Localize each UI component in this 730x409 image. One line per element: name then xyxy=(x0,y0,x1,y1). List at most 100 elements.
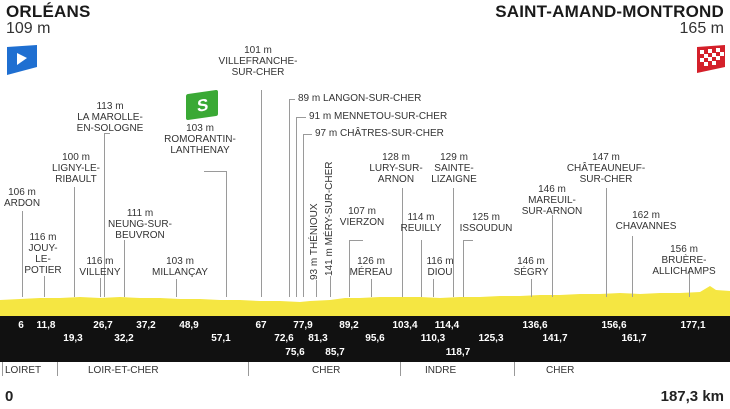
waypoint-chatres: 97 m CHÂTRES-SUR-CHER xyxy=(315,128,444,139)
waypoint-chavannes: 162 m CHAVANNES xyxy=(615,210,677,232)
km-marker: 6 xyxy=(18,320,24,331)
waypoint-neung: 111 m NEUNG-SUR- BEUVRON xyxy=(108,208,172,241)
km-marker: 114,4 xyxy=(434,320,460,331)
leader-line xyxy=(303,134,312,135)
km-marker: 125,3 xyxy=(478,333,504,344)
waypoint-mery: 141 m MÉRY-SUR-CHER xyxy=(324,161,335,276)
leader-line xyxy=(226,171,227,297)
finish-altitude: 165 m xyxy=(679,20,724,37)
waypoint-segry: 146 m SÉGRY xyxy=(513,256,549,278)
leader-line xyxy=(463,240,473,241)
waypoint-reuilly: 114 m REUILLY xyxy=(400,212,442,234)
leader-line xyxy=(316,280,317,297)
distance-end: 187,3 km xyxy=(660,388,724,405)
km-marker: 32,2 xyxy=(114,333,134,344)
leader-line xyxy=(632,236,633,297)
km-marker: 141,7 xyxy=(542,333,568,344)
waypoint-sainte-lizaigne: 129 m SAINTE- LIZAIGNE xyxy=(431,152,477,185)
leader-line xyxy=(261,90,262,297)
department-divider xyxy=(2,362,3,376)
leader-line xyxy=(303,134,304,297)
km-marker: 75,6 xyxy=(285,347,305,358)
department-label: CHER xyxy=(312,365,341,376)
distance-start: 0 xyxy=(5,388,14,405)
leader-line xyxy=(531,279,532,297)
waypoint-millancay: 103 m MILLANÇAY xyxy=(152,256,208,278)
km-marker: 19,3 xyxy=(63,333,83,344)
waypoint-villefranche: 101 m VILLEFRANCHE- SUR-CHER xyxy=(218,45,298,78)
km-marker: 177,1 xyxy=(680,320,706,331)
department-label: INDRE xyxy=(425,365,457,376)
km-marker: 103,4 xyxy=(392,320,418,331)
leader-line xyxy=(433,279,434,297)
leader-line xyxy=(606,188,607,297)
leader-line xyxy=(689,268,690,297)
leader-line xyxy=(74,187,75,297)
waypoint-bruere: 156 m BRUÈRE- ALLICHAMPS xyxy=(652,244,716,277)
elevation-profile xyxy=(0,286,730,316)
waypoint-ardon: 106 m ARDON xyxy=(3,187,41,209)
department-label: CHER xyxy=(546,365,575,376)
waypoint-mareuil: 146 m MAREUIL- SUR-ARNON xyxy=(521,184,583,217)
start-flag-icon xyxy=(7,45,37,75)
department-divider xyxy=(57,362,58,376)
leader-line xyxy=(330,276,331,297)
leader-line xyxy=(289,99,290,297)
km-marker: 77,9 xyxy=(293,320,313,331)
leader-line xyxy=(124,240,125,297)
km-marker: 26,7 xyxy=(93,320,113,331)
waypoint-chateauneuf: 147 m CHÂTEAUNEUF- SUR-CHER xyxy=(566,152,646,185)
leader-line xyxy=(104,133,105,297)
waypoint-ligny: 100 m LIGNY-LE- RIBAULT xyxy=(52,152,100,185)
km-marker: 161,7 xyxy=(621,333,647,344)
leader-line xyxy=(100,278,101,297)
department-divider xyxy=(400,362,401,376)
waypoint-lury: 128 m LURY-SUR- ARNON xyxy=(369,152,423,185)
km-marker: 67 xyxy=(255,320,267,331)
leader-line xyxy=(289,99,295,100)
km-marker: 48,9 xyxy=(179,320,199,331)
km-marker: 118,7 xyxy=(445,347,471,358)
waypoint-issoudun: 125 m ISSOUDUN xyxy=(459,212,513,234)
km-marker: 57,1 xyxy=(211,333,231,344)
leader-line xyxy=(204,171,226,172)
leader-line xyxy=(402,188,403,297)
finish-city: SAINT-AMAND-MONTROND xyxy=(495,2,724,21)
waypoint-langon: 89 m LANGON-SUR-CHER xyxy=(298,93,422,104)
department-label: LOIR-ET-CHER xyxy=(88,365,159,376)
waypoint-jouy: 116 m JOUY- LE- POTIER xyxy=(24,232,62,276)
km-marker: 37,2 xyxy=(136,320,156,331)
leader-line xyxy=(296,117,306,118)
waypoint-thenioux: 93 m THÉNIOUX xyxy=(309,203,320,280)
km-marker: 136,6 xyxy=(522,320,548,331)
km-marker: 156,6 xyxy=(601,320,627,331)
leader-line xyxy=(296,117,297,297)
km-marker: 110,3 xyxy=(420,333,446,344)
waypoint-romorantin: 103 m ROMORANTIN- LANTHENAY xyxy=(164,123,236,156)
leader-line xyxy=(349,240,363,241)
department-divider xyxy=(514,362,515,376)
waypoint-vierzon: 107 m VIERZON xyxy=(339,206,385,228)
waypoint-diou: 116 m DIOU xyxy=(426,256,454,278)
km-marker: 89,2 xyxy=(339,320,359,331)
km-marker: 11,8 xyxy=(36,320,56,331)
km-marker: 72,6 xyxy=(274,333,294,344)
leader-line xyxy=(371,279,372,297)
finish-flag-icon xyxy=(697,45,725,73)
km-marker: 81,3 xyxy=(308,333,328,344)
waypoint-la-marolle: 113 m LA MAROLLE- EN-SOLOGNE xyxy=(76,101,144,134)
km-marker: 95,6 xyxy=(365,333,385,344)
leader-line xyxy=(44,276,45,297)
leader-line xyxy=(453,188,454,297)
waypoint-mereau: 126 m MÉREAU xyxy=(349,256,393,278)
start-city: ORLÉANS xyxy=(6,2,91,21)
start-altitude: 109 m xyxy=(6,20,51,37)
km-band xyxy=(0,316,730,362)
leader-line xyxy=(349,240,350,297)
department-label: LOIRET xyxy=(5,365,42,376)
leader-line xyxy=(104,133,110,134)
sprint-flag-icon: S xyxy=(186,89,218,121)
waypoint-mennetou: 91 m MENNETOU-SUR-CHER xyxy=(309,111,448,122)
leader-line xyxy=(176,279,177,297)
department-divider xyxy=(248,362,249,376)
